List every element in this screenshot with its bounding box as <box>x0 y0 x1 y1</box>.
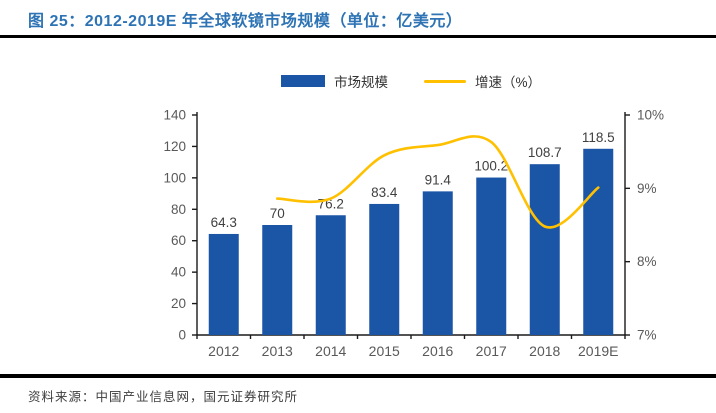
legend-line-swatch <box>423 79 466 83</box>
left-axis-tick-label: 140 <box>163 108 186 123</box>
x-axis-category-label: 2016 <box>422 343 453 359</box>
legend-item-market-size: 市场规模 <box>280 71 388 91</box>
bar-value-label: 108.7 <box>528 145 562 160</box>
legend-bar-swatch <box>280 75 325 87</box>
legend-bar-label: 市场规模 <box>333 75 388 90</box>
bar-value-label: 83.4 <box>371 185 398 200</box>
left-axis-tick-label: 120 <box>163 139 186 154</box>
left-axis-tick-label: 0 <box>178 328 186 343</box>
bar-2015 <box>369 203 400 335</box>
bar-2016 <box>422 191 453 335</box>
legend-line-label: 增速（%） <box>474 75 541 90</box>
x-axis-category-label: 2012 <box>208 343 239 359</box>
x-axis-category-label: 2018 <box>529 343 560 359</box>
bar-value-label: 100.2 <box>474 159 508 174</box>
x-axis-category-label: 2015 <box>369 343 400 359</box>
left-axis-tick-label: 100 <box>163 170 186 185</box>
right-axis-tick-label: 9% <box>637 181 657 196</box>
left-axis-tick-label: 20 <box>171 296 186 311</box>
left-axis-tick-label: 80 <box>171 202 186 217</box>
x-axis-category-label: 2014 <box>315 343 346 359</box>
bar-2018 <box>529 164 560 335</box>
bar-2017 <box>476 177 507 335</box>
footer-divider <box>0 374 716 378</box>
bar-value-label: 70 <box>270 206 285 221</box>
bar-2012 <box>208 233 239 335</box>
bar-value-label: 118.5 <box>582 130 615 145</box>
right-axis-tick-label: 10% <box>637 108 664 123</box>
x-axis-category-label: 2019E <box>578 343 618 359</box>
bar-2013 <box>262 225 293 335</box>
x-axis-category-label: 2013 <box>262 343 293 359</box>
chart-legend: 市场规模 增速（%） <box>197 71 625 91</box>
bar-value-label: 64.3 <box>211 215 237 230</box>
figure-title: 图 25：2012-2019E 年全球软镜市场规模（单位：亿美元） <box>28 13 463 30</box>
right-axis-tick-label: 8% <box>637 254 657 269</box>
bar-2014 <box>315 215 346 335</box>
right-axis-tick-label: 7% <box>637 328 657 343</box>
x-axis-category-label: 2017 <box>476 343 507 359</box>
left-axis-tick-label: 60 <box>171 233 186 248</box>
title-divider <box>0 35 716 38</box>
source-note: 资料来源：中国产业信息网，国元证券研究所 <box>28 390 299 404</box>
bar-2019E <box>583 148 614 335</box>
left-axis-tick-label: 40 <box>171 265 186 280</box>
legend-item-growth: 增速（%） <box>423 71 541 91</box>
bar-value-label: 91.4 <box>425 172 452 187</box>
growth-rate-line <box>276 135 600 229</box>
